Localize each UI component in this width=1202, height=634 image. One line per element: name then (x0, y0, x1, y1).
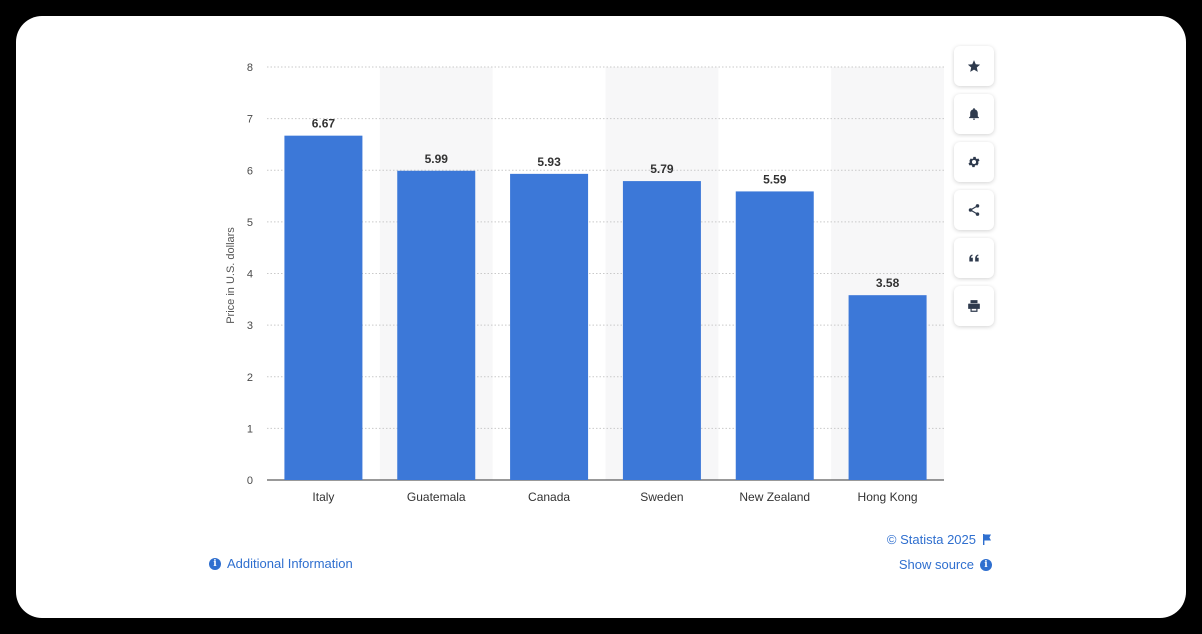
data-label: 5.93 (537, 155, 561, 169)
bell-icon (969, 108, 979, 120)
quote-icon (969, 254, 979, 262)
show-source-label: Show source (898, 557, 974, 572)
star-icon (967, 60, 981, 72)
print-button[interactable] (954, 286, 994, 326)
bar-italy[interactable] (284, 135, 363, 480)
x-tick-label: Italy (312, 490, 334, 504)
print-icon (968, 300, 980, 312)
x-tick-label: Hong Kong (858, 490, 918, 504)
y-tick-label: 5 (247, 217, 253, 229)
y-tick-label: 0 (247, 475, 253, 487)
flag-icon (983, 534, 991, 545)
settings-button[interactable] (954, 142, 994, 182)
show-source-link[interactable]: Show source i (887, 557, 992, 572)
data-label: 3.58 (876, 276, 900, 290)
data-label: 5.59 (763, 172, 787, 186)
info-icon: i (209, 557, 221, 570)
x-tick-label: Guatemala (407, 490, 466, 504)
y-tick-label: 4 (247, 269, 253, 281)
bar-sweden[interactable] (622, 181, 701, 480)
chart-card: 0 1 2 3 4 5 6 7 8 6.67 Italy 5.99 Guatemala 5.93 Canad… (16, 16, 1186, 618)
cite-button[interactable] (954, 238, 994, 278)
y-tick-label: 1 (247, 423, 253, 435)
data-label: 5.99 (425, 152, 449, 166)
y-tick-label: 2 (247, 372, 253, 384)
data-label: 6.67 (312, 117, 336, 131)
y-tick-label: 6 (247, 165, 253, 177)
data-label: 5.79 (650, 162, 674, 176)
source-area: © Statista 2025 Show source i (887, 532, 992, 582)
y-tick-label: 8 (247, 62, 253, 74)
share-button[interactable] (954, 190, 994, 230)
copyright-label: © Statista 2025 (886, 532, 976, 547)
share-icon (968, 204, 980, 216)
additional-information-label: Additional Information (227, 556, 353, 571)
x-tick-label: Sweden (640, 490, 683, 504)
additional-information-link[interactable]: i Additional Information (209, 556, 353, 571)
bar-chart: 0 1 2 3 4 5 6 7 8 6.67 Italy 5.99 Guatemala 5.93 Canad… (225, 62, 944, 504)
bar-canada[interactable] (510, 173, 589, 480)
bar-new-zealand[interactable] (735, 191, 814, 480)
bar-guatemala[interactable] (397, 170, 476, 481)
x-tick-label: Canada (528, 490, 570, 504)
y-tick-label: 3 (247, 320, 253, 332)
bar-hong-kong[interactable] (848, 295, 927, 480)
statista-copyright-link[interactable]: © Statista 2025 (887, 532, 992, 547)
y-tick-label: 7 (247, 114, 253, 126)
x-tick-label: New Zealand (739, 490, 810, 504)
gear-icon (968, 156, 980, 168)
chart-toolbar (954, 46, 996, 334)
y-axis-title: Price in U.S. dollars (225, 227, 237, 324)
info-icon: i (980, 558, 992, 571)
notification-button[interactable] (954, 94, 994, 134)
favorite-button[interactable] (954, 46, 994, 86)
